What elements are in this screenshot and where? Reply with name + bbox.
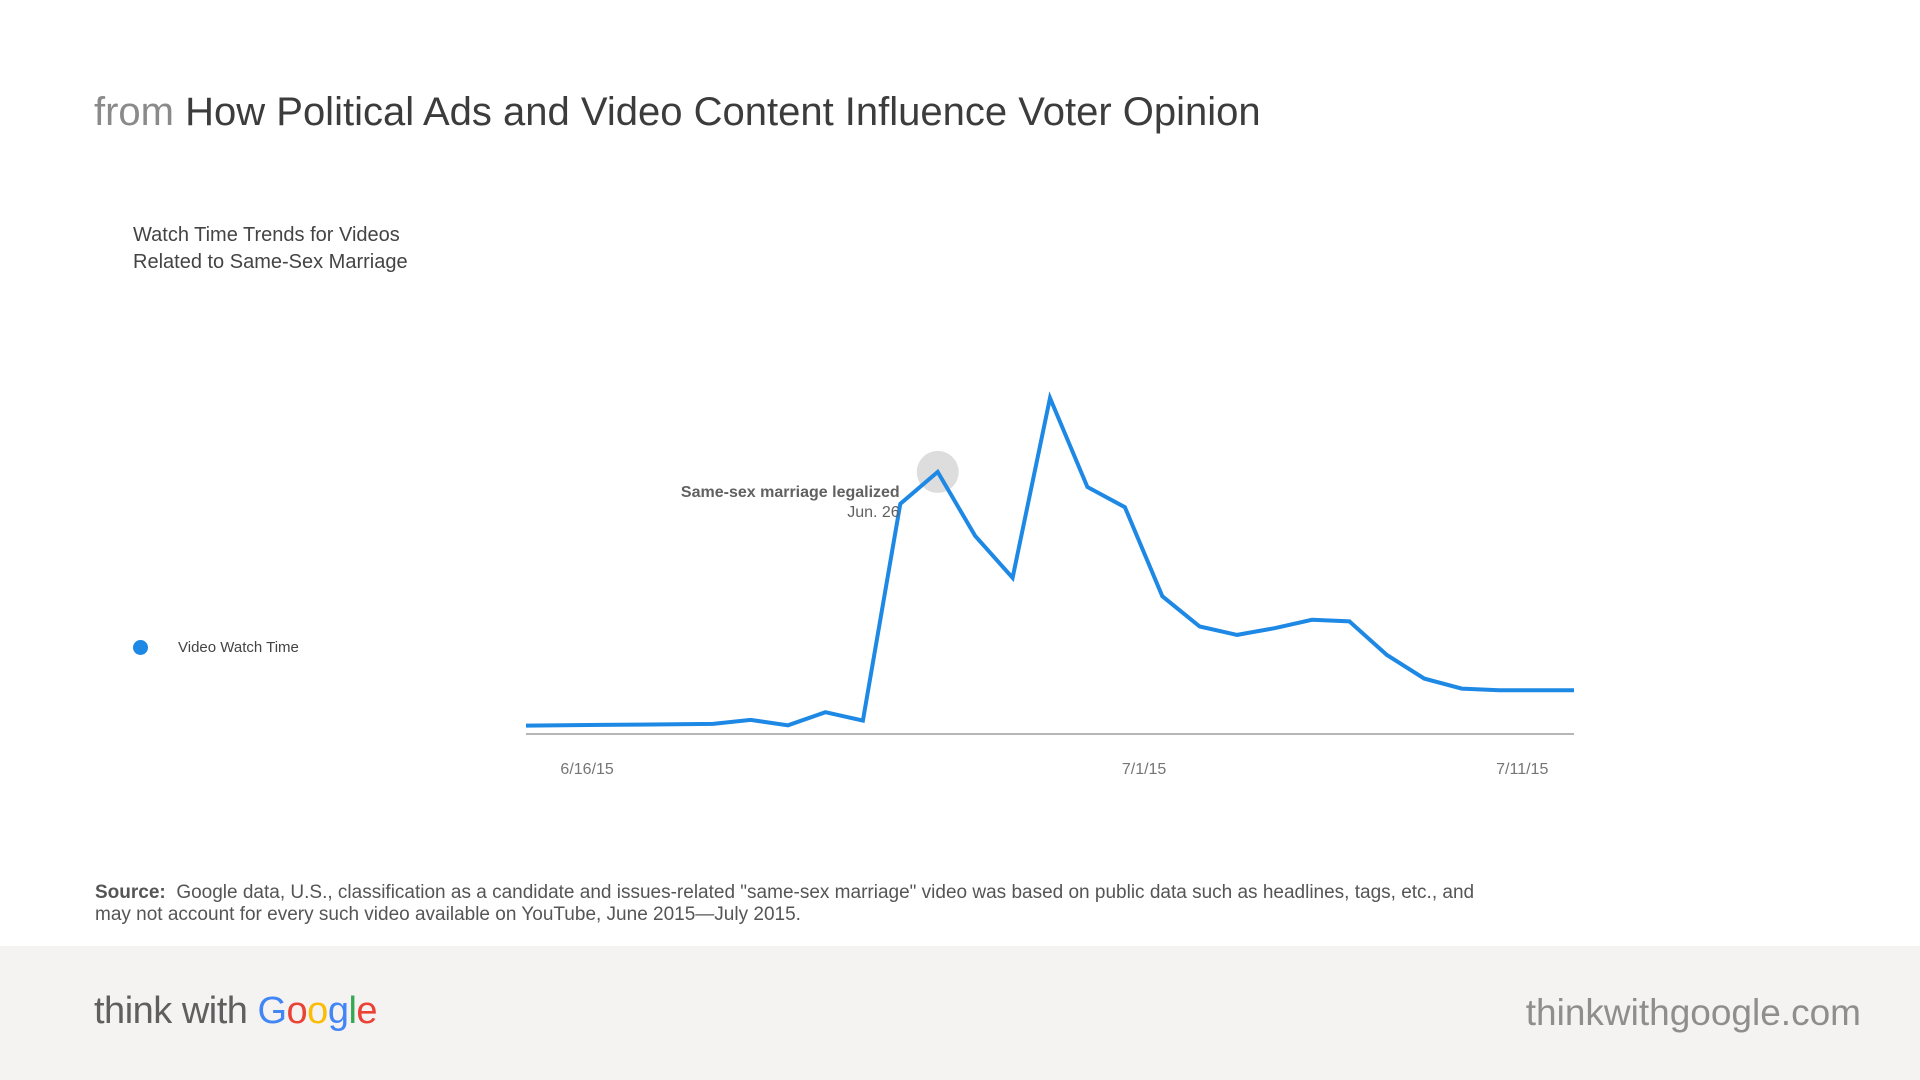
annotation-label: Same-sex marriage legalized (681, 484, 900, 501)
x-tick-label: 7/1/15 (1122, 761, 1167, 778)
legend-dot (133, 640, 148, 655)
chart-title-line-2: Related to Same-Sex Marriage (133, 251, 408, 273)
x-tick-label: 7/11/15 (1496, 761, 1548, 778)
brand-prefix: think with (94, 990, 248, 1032)
google-letter: G (257, 990, 287, 1032)
x-tick-label: 6/16/15 (560, 761, 613, 778)
source-text: Google data, U.S., classification as a c… (95, 882, 1475, 925)
google-letter: o (307, 990, 328, 1032)
site-url[interactable]: thinkwithgoogle.com (1525, 992, 1861, 1033)
footer: think with Google thinkwithgoogle.com (0, 946, 1920, 1080)
google-letter: g (327, 990, 349, 1032)
source-label: Source: (95, 882, 166, 903)
line-chart: 6/16/15 7/1/15 7/11/15 Same-sex marriage le… (525, 391, 1574, 778)
think-with-google-logo[interactable]: think with Google (94, 990, 378, 1033)
google-letter: o (286, 990, 308, 1032)
legend-label: Video Watch Time (178, 639, 299, 656)
annotation-date: Jun. 26 (847, 504, 900, 521)
chart-title: Watch Time Trends for Videos Related to … (133, 222, 408, 276)
source-note: Source: Google data, U.S., classificatio… (95, 882, 1475, 926)
legend: Video Watch Time (133, 639, 299, 656)
chart-title-line-1: Watch Time Trends for Videos (133, 224, 400, 246)
header-title: How Political Ads and Video Content Infl… (185, 90, 1261, 134)
series-line (525, 391, 1574, 728)
google-letter: e (356, 990, 378, 1032)
header-prefix: from (94, 90, 174, 134)
google-letter: l (348, 990, 357, 1032)
page-header: from How Political Ads and Video Content… (94, 90, 1261, 135)
google-wordmark: Google (257, 990, 377, 1032)
